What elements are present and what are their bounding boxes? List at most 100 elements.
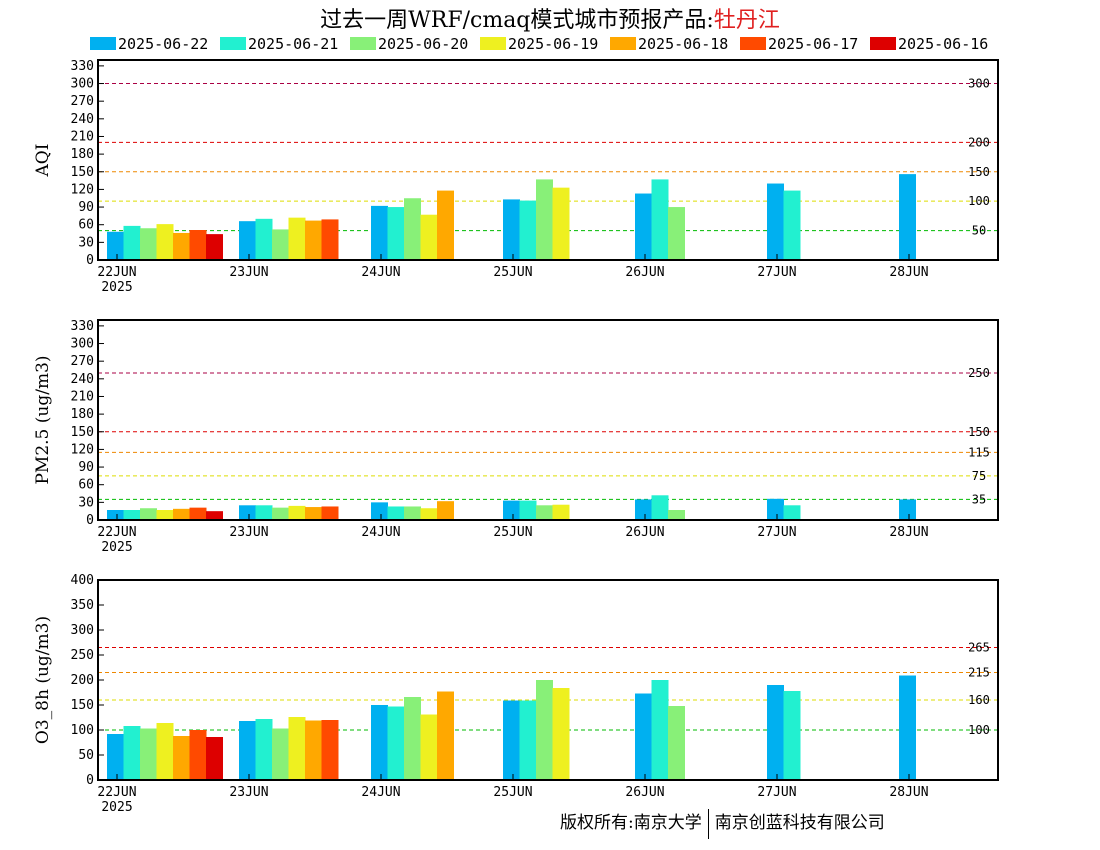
x-tick-label: 23JUN bbox=[229, 785, 268, 800]
y-axis-label: O3_8h (ug/m3) bbox=[33, 616, 53, 744]
bar bbox=[635, 193, 652, 260]
bar bbox=[783, 190, 801, 260]
bar bbox=[635, 693, 652, 780]
bar bbox=[255, 719, 273, 780]
x-tick-label: 23JUN bbox=[229, 525, 268, 540]
bar bbox=[173, 736, 190, 780]
bar bbox=[437, 190, 454, 260]
bar bbox=[272, 229, 289, 260]
y-tick-label: 180 bbox=[71, 407, 94, 422]
x-tick-label: 26JUN bbox=[625, 525, 664, 540]
title-prefix: 过去一周WRF/cmaq模式城市预报产品: bbox=[320, 8, 714, 33]
threshold-label: 160 bbox=[968, 693, 990, 707]
threshold-label: 100 bbox=[968, 194, 990, 208]
chart-panel-1: 50 100 150 200 300 0 30 60 90 120 150 180 210 240 270 3… bbox=[33, 59, 999, 295]
bar bbox=[156, 723, 174, 780]
bar bbox=[321, 219, 339, 260]
legend-label: 2025-06-18 bbox=[638, 35, 729, 53]
x-tick-label: 25JUN bbox=[493, 785, 532, 800]
y-axis-label: AQI bbox=[33, 144, 53, 178]
legend-swatch bbox=[610, 37, 636, 50]
bar bbox=[206, 737, 223, 780]
y-tick-label: 330 bbox=[71, 59, 94, 74]
bar bbox=[239, 221, 256, 260]
x-tick-label: 23JUN bbox=[229, 265, 268, 280]
copyright: 版权所有:南京大学 南京创蓝科技有限公司 bbox=[560, 808, 885, 839]
bar bbox=[123, 225, 141, 260]
bar bbox=[140, 228, 157, 260]
y-tick-label: 150 bbox=[71, 425, 94, 440]
threshold-label: 115 bbox=[968, 445, 990, 459]
x-tick-label: 24JUN bbox=[361, 265, 400, 280]
bar bbox=[668, 510, 685, 520]
bar bbox=[536, 505, 553, 520]
y-tick-label: 400 bbox=[71, 573, 94, 588]
x-tick-label: 28JUN bbox=[889, 525, 928, 540]
bar bbox=[519, 200, 537, 260]
x-tick-label: 24JUN bbox=[361, 785, 400, 800]
bar bbox=[272, 507, 289, 520]
bar bbox=[305, 220, 322, 260]
bar bbox=[255, 218, 273, 260]
bar bbox=[404, 506, 421, 520]
x-tick-label: 22JUN bbox=[97, 265, 136, 280]
bar bbox=[140, 728, 157, 780]
y-tick-label: 60 bbox=[78, 218, 94, 233]
bar bbox=[387, 506, 405, 520]
bar bbox=[239, 721, 256, 780]
x-tick-label: 25JUN bbox=[493, 265, 532, 280]
bar bbox=[288, 505, 306, 520]
y-tick-label: 90 bbox=[78, 460, 94, 475]
bar bbox=[321, 506, 339, 520]
y-axis-label: PM2.5 (ug/m3) bbox=[33, 355, 53, 484]
legend-label: 2025-06-17 bbox=[768, 35, 859, 53]
threshold-label: 200 bbox=[968, 135, 990, 149]
bar bbox=[651, 495, 669, 520]
bar bbox=[156, 224, 174, 260]
bar bbox=[288, 217, 306, 260]
bar bbox=[899, 174, 916, 260]
legend-swatch bbox=[870, 37, 896, 50]
bar bbox=[552, 187, 570, 260]
bar bbox=[387, 706, 405, 780]
y-tick-label: 120 bbox=[71, 182, 94, 197]
x-year-label: 2025 bbox=[101, 280, 132, 295]
x-tick-label: 27JUN bbox=[757, 785, 796, 800]
bar bbox=[519, 700, 537, 780]
threshold-label: 265 bbox=[968, 641, 990, 655]
y-tick-label: 210 bbox=[71, 129, 94, 144]
y-tick-label: 0 bbox=[86, 253, 94, 268]
x-tick-label: 24JUN bbox=[361, 525, 400, 540]
bar bbox=[189, 730, 207, 780]
x-year-label: 2025 bbox=[101, 800, 132, 815]
bar bbox=[536, 680, 553, 780]
legend-swatch bbox=[740, 37, 766, 50]
bar bbox=[437, 691, 454, 780]
legend-swatch bbox=[350, 37, 376, 50]
y-tick-label: 350 bbox=[71, 598, 94, 613]
legend-label: 2025-06-20 bbox=[378, 35, 469, 53]
bar bbox=[107, 231, 124, 260]
plot-frame bbox=[97, 59, 999, 261]
threshold-label: 50 bbox=[972, 224, 986, 238]
y-tick-label: 240 bbox=[71, 112, 94, 127]
bar bbox=[321, 720, 339, 780]
x-tick-label: 25JUN bbox=[493, 525, 532, 540]
y-tick-label: 90 bbox=[78, 200, 94, 215]
bar bbox=[536, 179, 553, 260]
y-tick-label: 50 bbox=[78, 748, 94, 763]
y-tick-label: 30 bbox=[78, 235, 94, 250]
bar bbox=[767, 685, 784, 780]
bar bbox=[404, 198, 421, 260]
threshold-label: 300 bbox=[968, 77, 990, 91]
bar bbox=[123, 726, 141, 780]
bar bbox=[189, 230, 207, 260]
legend-label: 2025-06-22 bbox=[118, 35, 209, 53]
bar bbox=[783, 691, 801, 780]
bar bbox=[552, 504, 570, 520]
bar bbox=[173, 508, 190, 520]
legend-label: 2025-06-21 bbox=[248, 35, 339, 53]
bar bbox=[255, 505, 273, 520]
threshold-label: 250 bbox=[968, 366, 990, 380]
x-tick-label: 26JUN bbox=[625, 785, 664, 800]
